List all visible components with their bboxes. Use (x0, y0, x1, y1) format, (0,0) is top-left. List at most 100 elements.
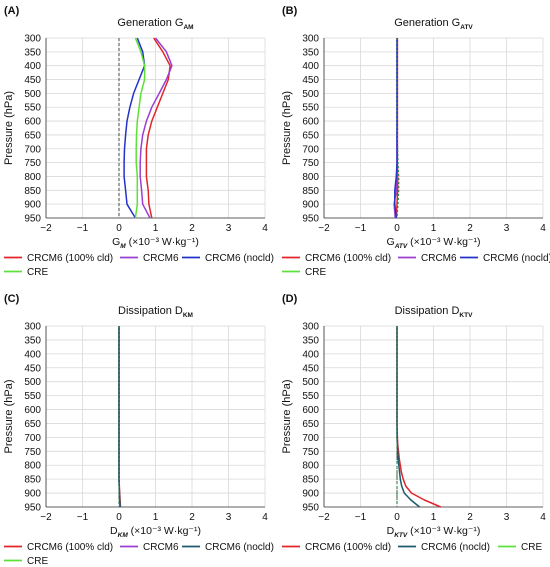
x-tick-label: 3 (504, 512, 510, 523)
y-tick-label: 350 (302, 335, 319, 346)
y-tick-label: 800 (302, 172, 319, 183)
x-tick-label: −1 (77, 223, 89, 234)
y-tick-label: 450 (24, 363, 41, 374)
x-tick-label: 4 (540, 512, 546, 523)
y-tick-label: 750 (302, 447, 319, 458)
y-tick-label: 850 (24, 186, 41, 197)
x-axis-label: DKM (×10⁻³ W·kg⁻¹) (110, 525, 201, 539)
x-tick-label: −2 (318, 223, 330, 234)
x-tick-label: 3 (226, 512, 232, 523)
y-tick-label: 750 (24, 158, 41, 169)
y-tick-label: 400 (302, 61, 319, 72)
legend-label: CRCM6 (421, 253, 457, 264)
y-tick-label: 900 (24, 489, 41, 500)
panel-label: (C) (4, 293, 20, 305)
x-tick-label: 3 (226, 223, 232, 234)
y-tick-label: 550 (24, 103, 41, 114)
x-tick-label: 2 (189, 512, 195, 523)
legend-label: CRCM6 (143, 253, 179, 264)
y-tick-label: 350 (24, 335, 41, 346)
x-tick-label: −2 (40, 223, 52, 234)
y-tick-label: 700 (302, 144, 319, 155)
series-line (145, 37, 171, 219)
y-tick-label: 500 (302, 89, 319, 100)
legend-label: CRCM6 (nocld) (483, 253, 550, 264)
y-tick-label: 500 (302, 377, 319, 388)
panel-label: (D) (282, 293, 298, 305)
panel-title: Generation GATV (394, 17, 473, 31)
y-tick-label: 600 (302, 117, 319, 128)
x-tick-label: 1 (431, 223, 437, 234)
y-tick-label: 400 (24, 61, 41, 72)
series-line (396, 38, 400, 219)
y-tick-label: 700 (302, 433, 319, 444)
series-line (118, 326, 121, 508)
y-axis-label: Pressure (hPa) (281, 91, 293, 165)
legend-label: CRCM6 (100% cld) (305, 542, 391, 553)
panel-a: (A) Generation GAM 300 350 400 450 500 550 600 65… (3, 5, 274, 278)
y-tick-label: 750 (24, 447, 41, 458)
x-tick-label: 4 (262, 223, 268, 234)
x-tick-label: −1 (355, 223, 367, 234)
y-axis-label: Pressure (hPa) (281, 380, 293, 454)
y-tick-label: 850 (302, 186, 319, 197)
panel-b: (B) Generation GATV 300 350 400 450 500 550 600 6… (281, 5, 550, 278)
legend-label: CRCM6 (100% cld) (27, 253, 113, 264)
y-tick-label: 650 (302, 419, 319, 430)
y-tick-label: 700 (24, 144, 41, 155)
y-tick-label: 550 (24, 391, 41, 402)
x-tick-label: −2 (40, 512, 52, 523)
x-tick-label: 3 (504, 223, 510, 234)
legend-label: CRE (521, 542, 542, 553)
legend-label: CRCM6 (nocld) (421, 542, 490, 553)
x-tick-label: 4 (262, 512, 268, 523)
x-tick-label: 0 (394, 512, 400, 523)
y-tick-label: 600 (24, 117, 41, 128)
series-line (139, 37, 173, 219)
legend-label: CRE (305, 267, 326, 278)
x-axis-label: GM (×10⁻³ W·kg⁻¹) (112, 236, 199, 250)
y-tick-label: 650 (302, 130, 319, 141)
y-tick-label: 900 (302, 489, 319, 500)
y-tick-label: 900 (302, 200, 319, 211)
y-tick-label: 300 (302, 34, 319, 45)
y-axis-label: Pressure (hPa) (3, 380, 15, 454)
y-tick-label: 450 (302, 363, 319, 374)
y-tick-label: 950 (302, 503, 319, 514)
x-tick-label: 4 (540, 223, 546, 234)
panel-title: Generation GAM (117, 17, 193, 31)
x-tick-label: −1 (77, 512, 89, 523)
y-tick-label: 400 (302, 349, 319, 360)
y-tick-label: 500 (24, 89, 41, 100)
y-tick-label: 400 (24, 349, 41, 360)
y-tick-label: 750 (302, 158, 319, 169)
y-tick-label: 600 (302, 405, 319, 416)
y-tick-label: 950 (24, 214, 41, 225)
panel-d: (D) Dissipation DKTV 300 350 400 450 500 550 600… (281, 293, 546, 553)
x-tick-label: 2 (467, 512, 473, 523)
legend-label: CRCM6 (143, 542, 179, 553)
y-axis-label: Pressure (hPa) (3, 91, 15, 165)
x-tick-label: 2 (467, 223, 473, 234)
series-line (134, 37, 146, 219)
y-tick-label: 700 (24, 433, 41, 444)
y-tick-label: 350 (24, 47, 41, 58)
y-tick-label: 850 (24, 475, 41, 486)
x-axis-label: GATV (×10⁻³ W·kg⁻¹) (387, 236, 481, 250)
y-tick-label: 650 (24, 419, 41, 430)
series-line (123, 37, 146, 219)
legend-label: CRCM6 (nocld) (205, 253, 274, 264)
y-tick-label: 850 (302, 475, 319, 486)
x-tick-label: 2 (189, 223, 195, 234)
legend-label: CRE (27, 267, 48, 278)
panel-title: Dissipation DKM (118, 305, 193, 319)
y-tick-label: 550 (302, 391, 319, 402)
y-tick-label: 650 (24, 130, 41, 141)
panel-label: (A) (4, 5, 20, 17)
y-tick-label: 800 (24, 172, 41, 183)
y-tick-label: 600 (24, 405, 41, 416)
y-tick-label: 800 (302, 461, 319, 472)
y-tick-label: 300 (24, 34, 41, 45)
y-tick-label: 450 (302, 75, 319, 86)
y-tick-label: 800 (24, 461, 41, 472)
